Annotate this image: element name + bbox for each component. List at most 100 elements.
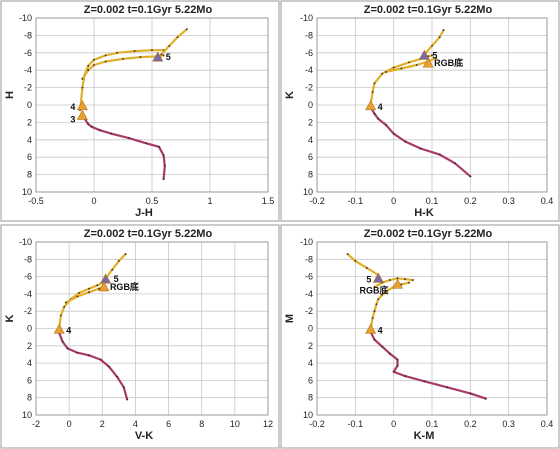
x-tick-label: 4 (133, 419, 138, 429)
y-axis-label: M (284, 314, 296, 323)
series-point (151, 49, 153, 52)
x-tick-label: 0 (67, 419, 72, 429)
x-tick-label: 2 (100, 419, 105, 429)
y-tick-label: 2 (308, 117, 313, 127)
x-tick-label: 0.4 (541, 419, 554, 429)
series-point (176, 36, 179, 39)
series-line-3 (373, 277, 414, 289)
series-point (438, 36, 441, 39)
series-point (87, 69, 90, 72)
panel-frame (0, 224, 280, 449)
plot-area (35, 241, 269, 416)
marker-triangle (76, 109, 88, 120)
x-tick-label: 1 (207, 196, 212, 206)
series-point (396, 358, 399, 361)
series-point (454, 162, 456, 165)
series-point (116, 51, 119, 54)
panel-frame (280, 0, 560, 222)
series-point (375, 303, 378, 306)
y-tick-label: 6 (27, 152, 32, 162)
marker-label: 4 (66, 325, 71, 335)
chart-title: Z=0.002 t=0.1Gyr 5.22Mo (364, 228, 493, 240)
series-point (408, 281, 410, 284)
y-tick-label: 10 (22, 410, 32, 420)
y-tick-label: 0 (308, 100, 313, 110)
series-point (415, 64, 418, 66)
x-tick-label: 8 (199, 419, 204, 429)
y-tick-label: 8 (308, 170, 313, 180)
series-point (373, 112, 376, 115)
series-point (381, 293, 384, 296)
marker-label: RGB底 (434, 57, 463, 68)
series-line-2 (78, 49, 165, 112)
marker-label: 4 (70, 102, 75, 112)
series-point (127, 137, 130, 139)
y-tick-label: 2 (308, 341, 313, 351)
y-tick-label: -4 (24, 65, 32, 75)
series-point (93, 64, 95, 66)
series-point (122, 386, 125, 389)
series-point (76, 295, 79, 298)
series-point (377, 118, 380, 120)
x-tick-label: 0.4 (541, 196, 554, 206)
series-point (423, 380, 426, 383)
series-point (373, 82, 376, 85)
series-line-3 (81, 54, 165, 81)
y-tick-label: -4 (305, 289, 313, 299)
series-point (431, 54, 433, 57)
series-line-4 (346, 253, 380, 276)
series-point (373, 286, 376, 288)
y-tick-label: 4 (27, 135, 32, 145)
series-point (442, 29, 445, 32)
x-tick-label: 0 (391, 196, 396, 206)
series-point (87, 64, 90, 67)
y-tick-label: -10 (300, 237, 313, 247)
series-point (139, 56, 142, 59)
y-tick-label: -2 (305, 306, 313, 316)
x-tick-label: 0 (91, 196, 96, 206)
x-tick-label: 0.3 (502, 196, 515, 206)
y-tick-label: 0 (27, 324, 32, 334)
y-axis-label: K (284, 91, 296, 99)
series-point (434, 57, 437, 59)
series-point (122, 57, 124, 60)
x-axis-label: V-K (135, 430, 153, 442)
x-tick-label: 0.5 (146, 196, 159, 206)
series-point (133, 50, 136, 52)
series-point (346, 253, 349, 256)
series-point (93, 58, 95, 61)
series-line-1 (58, 331, 129, 401)
y-axis-label: K (4, 314, 16, 322)
x-tick-label: -0.2 (309, 419, 325, 429)
series-point (385, 290, 387, 293)
marker-label: 4 (378, 102, 383, 112)
series-point (469, 175, 472, 178)
marker-label: 4 (378, 325, 383, 335)
series-point (81, 78, 84, 80)
y-tick-label: 6 (27, 375, 32, 385)
y-tick-label: 6 (308, 152, 313, 162)
series-point (99, 358, 102, 361)
series-point (163, 165, 166, 167)
chart-panel-2: -10 -8 -6 -4 -2 0 2 4 6 8 10-0.2 -0.1 0 0.1 0.2 0.3 0.4 Z… (280, 0, 560, 222)
y-tick-label: -10 (19, 237, 32, 247)
series-point (377, 298, 380, 300)
series-point (108, 365, 110, 368)
series-point (168, 44, 171, 47)
y-tick-label: 2 (27, 117, 32, 127)
y-tick-label: 4 (308, 135, 313, 145)
chart-panel-1: -10 -8 -6 -4 -2 0 2 4 6 8 10-0.5 0 0.5 1 1.5 Z=0.002 t=… (0, 0, 280, 222)
plot-area (316, 17, 548, 193)
y-tick-label: 10 (303, 410, 313, 420)
series-line-1 (369, 330, 487, 400)
y-tick-label: -2 (305, 83, 313, 93)
marker-triangle (372, 272, 384, 283)
series-point (392, 370, 395, 373)
chart-title: Z=0.002 t=0.1Gyr 5.22Mo (84, 4, 213, 16)
y-tick-label: 2 (27, 341, 32, 351)
series-point (145, 142, 148, 145)
series-point (446, 386, 449, 389)
series-point (411, 279, 414, 281)
series-point (438, 153, 441, 156)
marker-label: RGB底 (110, 281, 139, 292)
